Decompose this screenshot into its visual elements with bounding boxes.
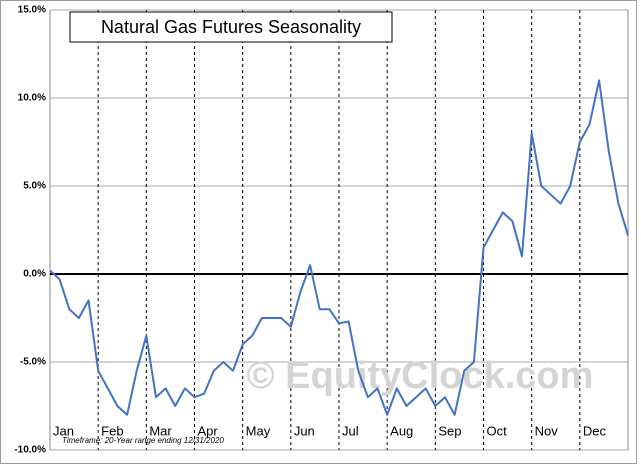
- x-tick-label: Nov: [535, 423, 559, 438]
- x-tick-label: Jan: [53, 423, 74, 438]
- x-tick-label: Oct: [487, 423, 508, 438]
- y-tick-label: 10.0%: [18, 93, 46, 104]
- y-tick-label: 15.0%: [18, 5, 46, 16]
- x-tick-label: Apr: [198, 423, 219, 438]
- y-tick-label: 5.0%: [23, 181, 46, 192]
- y-tick-label: -5.0%: [20, 357, 46, 368]
- footnote: Timeframe: 20-Year range ending 12/31/20…: [62, 436, 224, 445]
- x-tick-label: Jun: [294, 423, 315, 438]
- y-tick-label: -10.0%: [14, 445, 46, 456]
- x-tick-label: Sep: [438, 423, 461, 438]
- series-line: [49, 79, 629, 416]
- watermark: © EquityClock.com: [247, 355, 594, 397]
- title-box: [69, 11, 393, 43]
- y-tick-label: 0.0%: [23, 269, 46, 280]
- x-tick-label: Mar: [149, 423, 172, 438]
- x-tick-label: Aug: [390, 423, 413, 438]
- x-tick-label: May: [246, 423, 271, 438]
- x-tick-label: Jul: [342, 423, 359, 438]
- x-tick-label: Dec: [583, 423, 607, 438]
- chart-title: Natural Gas Futures Seasonality: [101, 17, 361, 37]
- x-tick-label: Feb: [101, 423, 123, 438]
